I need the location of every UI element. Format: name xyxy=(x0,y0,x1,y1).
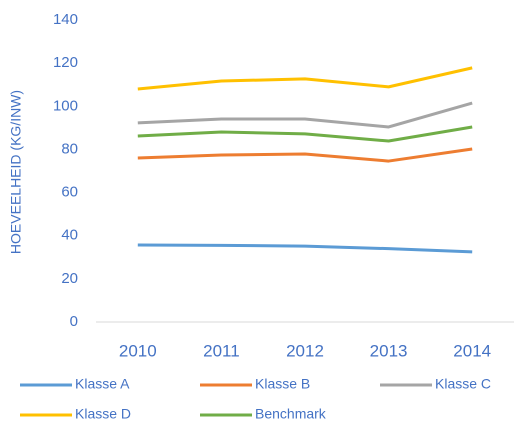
y-tick-label: 140 xyxy=(53,11,78,28)
y-tick-label: 100 xyxy=(53,97,78,114)
x-tick-label: 2010 xyxy=(119,341,157,360)
series-line xyxy=(137,147,473,163)
y-tick-label: 60 xyxy=(61,184,78,201)
legend-label: Klasse B xyxy=(255,376,310,392)
y-tick-label: 0 xyxy=(70,313,78,330)
series-line xyxy=(137,125,473,143)
legend-label: Benchmark xyxy=(255,406,327,422)
series-line xyxy=(137,66,473,91)
series-line xyxy=(137,101,473,129)
y-tick-label: 80 xyxy=(61,140,78,157)
x-tick-label: 2011 xyxy=(203,341,240,360)
y-tick-label: 40 xyxy=(61,227,78,244)
x-tick-label: 2013 xyxy=(370,341,408,360)
series-line xyxy=(137,243,473,254)
legend-label: Klasse D xyxy=(75,406,131,422)
legend-label: Klasse A xyxy=(75,376,130,392)
x-tick-label: 2014 xyxy=(453,341,491,360)
y-tick-label: 20 xyxy=(61,270,78,287)
legend-label: Klasse C xyxy=(435,376,491,392)
x-tick-label: 2012 xyxy=(286,341,324,360)
y-axis-label: HOEVEELHEID (KG/INW) xyxy=(8,90,24,254)
y-tick-label: 120 xyxy=(53,54,78,71)
